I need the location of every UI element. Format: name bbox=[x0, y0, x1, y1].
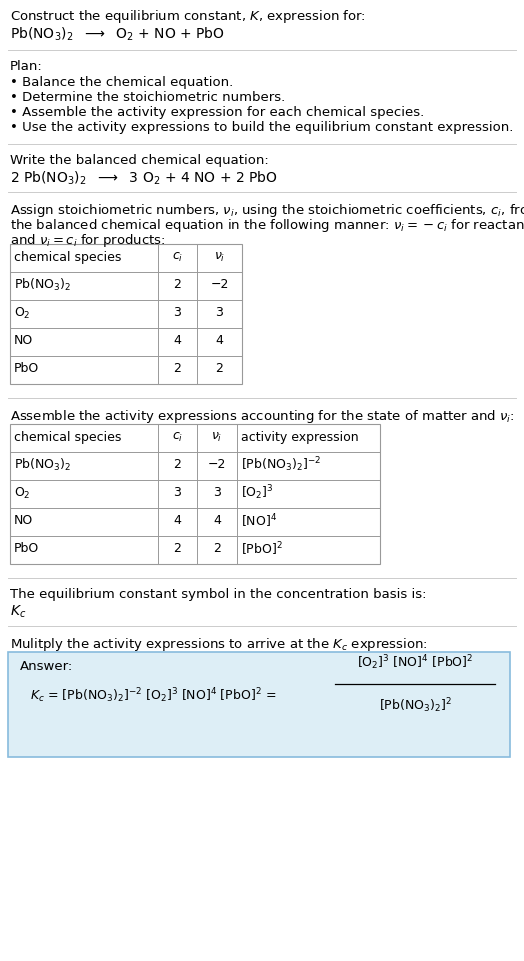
Text: [O$_2$]$^3$ [NO]$^4$ [PbO]$^2$: [O$_2$]$^3$ [NO]$^4$ [PbO]$^2$ bbox=[357, 653, 473, 672]
Text: The equilibrium constant symbol in the concentration basis is:: The equilibrium constant symbol in the c… bbox=[10, 588, 427, 601]
Text: 4: 4 bbox=[173, 334, 181, 348]
Text: 3: 3 bbox=[213, 486, 221, 500]
Text: 4: 4 bbox=[213, 514, 221, 528]
Text: the balanced chemical equation in the following manner: $\nu_i = -c_i$ for react: the balanced chemical equation in the fo… bbox=[10, 217, 524, 234]
Text: 4: 4 bbox=[215, 334, 223, 348]
Text: NO: NO bbox=[14, 514, 33, 528]
Text: O$_2$: O$_2$ bbox=[14, 485, 30, 501]
Text: Pb(NO$_3$)$_2$: Pb(NO$_3$)$_2$ bbox=[14, 277, 71, 293]
Text: $\nu_i$: $\nu_i$ bbox=[211, 431, 223, 444]
Text: Write the balanced chemical equation:: Write the balanced chemical equation: bbox=[10, 154, 269, 167]
Text: and $\nu_i = c_i$ for products:: and $\nu_i = c_i$ for products: bbox=[10, 232, 166, 249]
Text: [O$_2$]$^3$: [O$_2$]$^3$ bbox=[241, 483, 274, 503]
Text: [PbO]$^2$: [PbO]$^2$ bbox=[241, 540, 283, 557]
Text: Mulitply the activity expressions to arrive at the $K_c$ expression:: Mulitply the activity expressions to arr… bbox=[10, 636, 428, 653]
Text: • Determine the stoichiometric numbers.: • Determine the stoichiometric numbers. bbox=[10, 91, 285, 104]
Text: Pb(NO$_3$)$_2$: Pb(NO$_3$)$_2$ bbox=[14, 456, 71, 473]
Text: • Assemble the activity expression for each chemical species.: • Assemble the activity expression for e… bbox=[10, 106, 424, 119]
Text: $c_i$: $c_i$ bbox=[172, 431, 183, 444]
Text: O$_2$: O$_2$ bbox=[14, 306, 30, 321]
Text: $K_c$: $K_c$ bbox=[10, 604, 26, 621]
Text: 4: 4 bbox=[173, 514, 181, 528]
Text: Assign stoichiometric numbers, $\nu_i$, using the stoichiometric coefficients, $: Assign stoichiometric numbers, $\nu_i$, … bbox=[10, 202, 524, 219]
Bar bbox=[8, 652, 510, 757]
Text: −2: −2 bbox=[208, 458, 226, 472]
Text: 3: 3 bbox=[173, 486, 181, 500]
Text: $K_c$ = [Pb(NO$_3$)$_2$]$^{-2}$ [O$_2$]$^3$ [NO]$^4$ [PbO]$^2$ =: $K_c$ = [Pb(NO$_3$)$_2$]$^{-2}$ [O$_2$]$… bbox=[30, 686, 276, 704]
Text: [NO]$^4$: [NO]$^4$ bbox=[241, 512, 277, 530]
Text: 2: 2 bbox=[213, 543, 221, 555]
Text: [Pb(NO$_3$)$_2$]$^2$: [Pb(NO$_3$)$_2$]$^2$ bbox=[378, 696, 452, 715]
Text: 2: 2 bbox=[173, 279, 181, 291]
Text: PbO: PbO bbox=[14, 362, 39, 376]
Text: Construct the equilibrium constant, $K$, expression for:: Construct the equilibrium constant, $K$,… bbox=[10, 8, 366, 25]
Text: 2: 2 bbox=[173, 362, 181, 376]
Text: Assemble the activity expressions accounting for the state of matter and $\nu_i$: Assemble the activity expressions accoun… bbox=[10, 408, 515, 425]
Text: Answer:: Answer: bbox=[20, 660, 73, 673]
Text: Pb(NO$_3$)$_2$  $\longrightarrow$  O$_2$ + NO + PbO: Pb(NO$_3$)$_2$ $\longrightarrow$ O$_2$ +… bbox=[10, 26, 225, 43]
Bar bbox=[10, 424, 380, 564]
Text: [Pb(NO$_3$)$_2$]$^{-2}$: [Pb(NO$_3$)$_2$]$^{-2}$ bbox=[241, 456, 321, 475]
Text: chemical species: chemical species bbox=[14, 251, 122, 263]
Text: activity expression: activity expression bbox=[241, 431, 358, 443]
Text: −2: −2 bbox=[210, 279, 228, 291]
Text: 3: 3 bbox=[215, 307, 223, 319]
Text: Plan:: Plan: bbox=[10, 60, 43, 73]
Text: PbO: PbO bbox=[14, 543, 39, 555]
Text: chemical species: chemical species bbox=[14, 431, 122, 443]
Text: 2: 2 bbox=[215, 362, 223, 376]
Text: 2: 2 bbox=[173, 458, 181, 472]
Text: $\nu_i$: $\nu_i$ bbox=[214, 251, 225, 263]
Text: 2: 2 bbox=[173, 543, 181, 555]
Text: $c_i$: $c_i$ bbox=[172, 251, 183, 263]
Text: NO: NO bbox=[14, 334, 33, 348]
Text: • Balance the chemical equation.: • Balance the chemical equation. bbox=[10, 76, 233, 89]
Text: 2 Pb(NO$_3$)$_2$  $\longrightarrow$  3 O$_2$ + 4 NO + 2 PbO: 2 Pb(NO$_3$)$_2$ $\longrightarrow$ 3 O$_… bbox=[10, 170, 278, 187]
Bar bbox=[10, 244, 242, 384]
Text: • Use the activity expressions to build the equilibrium constant expression.: • Use the activity expressions to build … bbox=[10, 121, 514, 134]
Text: 3: 3 bbox=[173, 307, 181, 319]
